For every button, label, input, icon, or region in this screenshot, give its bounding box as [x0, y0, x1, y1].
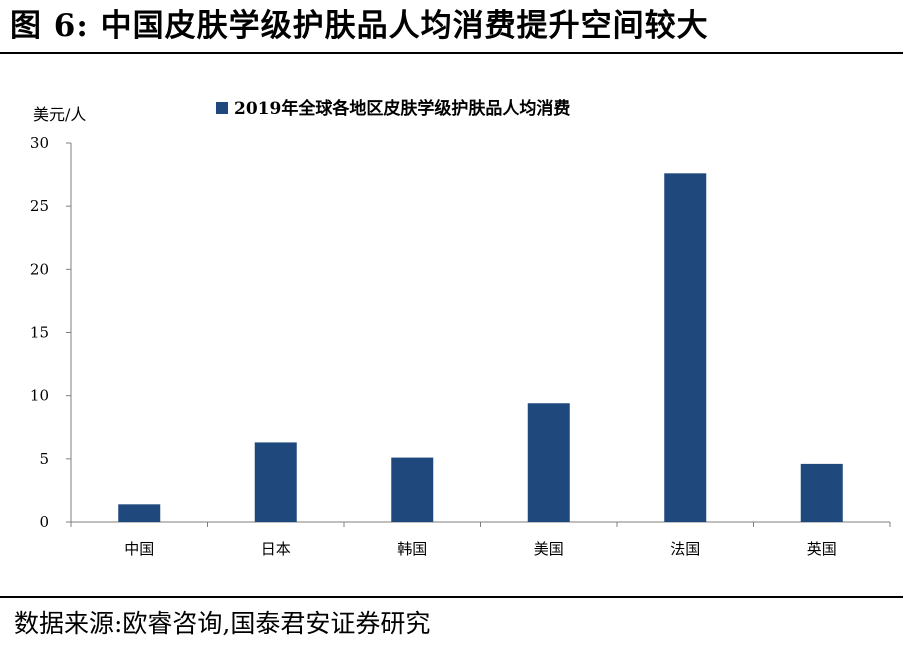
- legend-swatch: [216, 102, 228, 114]
- y-tick-label: 5: [39, 450, 49, 468]
- legend-label: 2019年全球各地区皮肤学级护肤品人均消费: [234, 98, 570, 119]
- y-axis: 0 5 10 15 20 25 30: [30, 134, 72, 531]
- x-tick-label: 法国: [670, 540, 700, 558]
- bars: [118, 173, 843, 522]
- x-tick-label: 日本: [261, 540, 291, 558]
- y-tick-label: 10: [30, 387, 49, 405]
- source-note: 数据来源:欧睿咨询,国泰君安证券研究: [14, 609, 431, 638]
- bottom-rule: [0, 596, 903, 598]
- x-axis: 中国 日本 韩国 美国 法国 英国: [70, 521, 891, 558]
- x-tick-label: 韩国: [397, 540, 427, 558]
- y-tick-label: 0: [39, 513, 49, 531]
- y-tick-label: 30: [30, 134, 49, 152]
- y-axis-unit-label: 美元/人: [33, 105, 86, 124]
- top-rule: [0, 52, 903, 54]
- y-tick-label: 15: [30, 324, 49, 342]
- bar-chart: 美元/人 2019年全球各地区皮肤学级护肤品人均消费 051015202530 …: [30, 98, 891, 558]
- bar-6: [800, 463, 843, 522]
- legend: 2019年全球各地区皮肤学级护肤品人均消费: [216, 98, 570, 119]
- y-tick-label: 20: [30, 260, 49, 278]
- bar-2: [254, 442, 297, 522]
- x-tick-label: 英国: [807, 540, 837, 558]
- bar-1: [118, 504, 161, 522]
- bar-5: [664, 173, 707, 522]
- x-tick-label: 美国: [534, 540, 564, 558]
- x-tick-label: 中国: [124, 540, 154, 558]
- bar-3: [391, 457, 434, 522]
- figure-title: 图 6: 中国皮肤学级护肤品人均消费提升空间较大: [10, 8, 709, 44]
- y-tick-label: 25: [30, 197, 49, 215]
- bar-4: [527, 403, 570, 522]
